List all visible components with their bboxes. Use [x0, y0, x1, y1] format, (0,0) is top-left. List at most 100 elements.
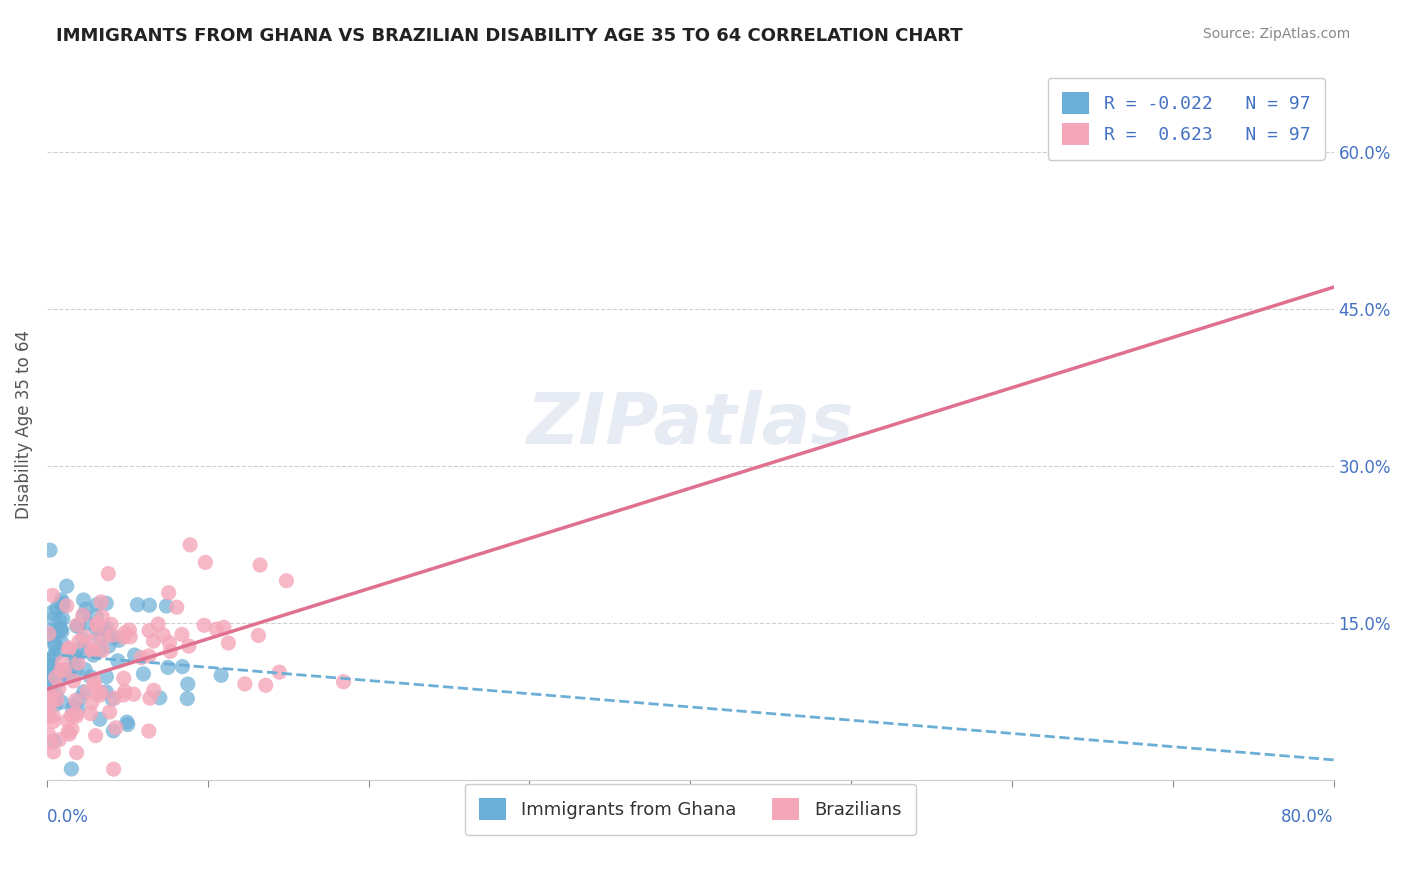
Point	[193, 618, 215, 632]
Point	[89, 712, 111, 726]
Point	[97, 639, 120, 653]
Point	[44, 734, 66, 748]
Text: 0.0%: 0.0%	[46, 808, 89, 826]
Point	[86, 619, 108, 633]
Point	[73, 643, 96, 657]
Point	[177, 677, 200, 691]
Point	[96, 596, 118, 610]
Point	[66, 644, 89, 658]
Point	[60, 708, 83, 723]
Point	[55, 667, 77, 681]
Point	[42, 665, 65, 679]
Point	[45, 647, 67, 661]
Point	[45, 666, 67, 681]
Legend: Immigrants from Ghana, Brazilians: Immigrants from Ghana, Brazilians	[465, 784, 915, 835]
Point	[67, 656, 90, 670]
Point	[51, 624, 73, 639]
Point	[52, 596, 75, 610]
Point	[142, 634, 165, 648]
Point	[38, 698, 60, 712]
Point	[159, 644, 181, 658]
Point	[59, 664, 82, 678]
Point	[112, 671, 135, 685]
Point	[96, 621, 118, 635]
Point	[49, 597, 72, 611]
Point	[51, 636, 73, 650]
Point	[62, 702, 84, 716]
Point	[45, 671, 67, 685]
Point	[115, 715, 138, 730]
Point	[72, 632, 94, 647]
Point	[112, 688, 135, 702]
Point	[156, 660, 179, 674]
Point	[49, 623, 72, 637]
Point	[56, 714, 79, 728]
Point	[127, 598, 149, 612]
Point	[98, 705, 121, 719]
Point	[37, 664, 59, 678]
Point	[138, 599, 160, 613]
Point	[205, 622, 228, 636]
Point	[72, 593, 94, 607]
Point	[38, 685, 60, 699]
Point	[89, 643, 111, 657]
Point	[249, 558, 271, 572]
Text: 80.0%: 80.0%	[1281, 808, 1334, 826]
Point	[172, 659, 194, 673]
Point	[112, 631, 135, 645]
Point	[73, 630, 96, 644]
Point	[269, 665, 291, 680]
Point	[72, 608, 94, 623]
Point	[101, 692, 124, 706]
Point	[138, 648, 160, 663]
Point	[166, 600, 188, 615]
Point	[83, 678, 105, 692]
Point	[62, 673, 84, 688]
Point	[59, 669, 82, 683]
Point	[53, 665, 76, 680]
Point	[217, 636, 239, 650]
Point	[117, 717, 139, 731]
Point	[142, 683, 165, 698]
Point	[83, 673, 105, 687]
Point	[63, 698, 86, 713]
Point	[53, 664, 76, 678]
Point	[39, 686, 62, 700]
Point	[91, 609, 114, 624]
Point	[52, 612, 75, 626]
Point	[114, 684, 136, 698]
Point	[55, 579, 77, 593]
Point	[152, 628, 174, 642]
Point	[48, 614, 70, 628]
Point	[38, 672, 60, 686]
Point	[90, 685, 112, 699]
Point	[41, 658, 63, 673]
Point	[276, 574, 298, 588]
Point	[157, 586, 180, 600]
Point	[51, 592, 73, 607]
Point	[65, 706, 87, 721]
Point	[149, 690, 172, 705]
Point	[45, 601, 67, 615]
Point	[42, 714, 65, 729]
Point	[41, 606, 63, 620]
Point	[51, 656, 73, 670]
Point	[96, 670, 118, 684]
Point	[65, 709, 87, 723]
Point	[96, 685, 118, 699]
Point	[83, 644, 105, 658]
Point	[58, 727, 80, 741]
Point	[37, 658, 59, 673]
Point	[49, 622, 72, 636]
Point	[67, 619, 90, 633]
Point	[38, 727, 60, 741]
Point	[48, 732, 70, 747]
Point	[37, 709, 59, 723]
Point	[332, 674, 354, 689]
Point	[247, 628, 270, 642]
Text: IMMIGRANTS FROM GHANA VS BRAZILIAN DISABILITY AGE 35 TO 64 CORRELATION CHART: IMMIGRANTS FROM GHANA VS BRAZILIAN DISAB…	[56, 27, 963, 45]
Point	[104, 721, 127, 735]
Point	[89, 631, 111, 645]
Point	[38, 689, 60, 703]
Point	[41, 589, 63, 603]
